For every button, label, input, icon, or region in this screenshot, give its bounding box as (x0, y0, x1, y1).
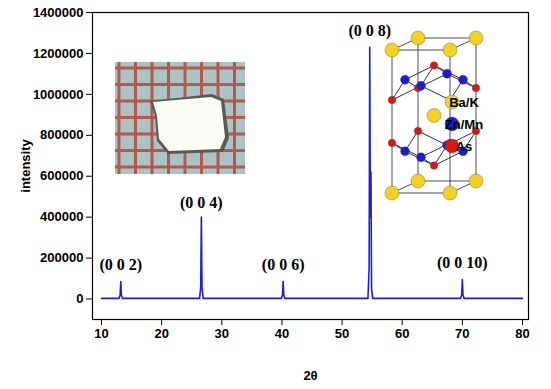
svg-text:60: 60 (395, 326, 409, 341)
svg-text:intensity: intensity (18, 139, 33, 193)
svg-text:(0 0 4): (0 0 4) (180, 194, 223, 212)
svg-text:400000: 400000 (40, 209, 83, 224)
svg-text:(0 0 2): (0 0 2) (99, 256, 142, 274)
svg-text:(0 0 10): (0 0 10) (437, 254, 488, 272)
svg-text:10: 10 (94, 326, 108, 341)
svg-text:200000: 200000 (40, 250, 83, 265)
svg-text:(0 0 8): (0 0 8) (348, 22, 391, 40)
svg-text:1400000: 1400000 (33, 5, 84, 20)
svg-text:800000: 800000 (40, 127, 83, 142)
svg-text:Ba/K: Ba/K (449, 95, 479, 110)
svg-text:1200000: 1200000 (33, 46, 84, 61)
svg-text:0: 0 (76, 291, 83, 306)
svg-text:20: 20 (154, 326, 168, 341)
svg-text:2θ: 2θ (303, 368, 317, 383)
svg-text:Zn/Mn: Zn/Mn (445, 117, 483, 132)
svg-text:As: As (456, 139, 473, 154)
svg-text:1000000: 1000000 (33, 87, 84, 102)
svg-text:40: 40 (275, 326, 289, 341)
svg-text:(0 0 6): (0 0 6) (262, 256, 305, 274)
svg-text:30: 30 (215, 326, 229, 341)
svg-text:80: 80 (515, 326, 529, 341)
svg-text:600000: 600000 (40, 168, 83, 183)
svg-text:50: 50 (335, 326, 349, 341)
svg-text:70: 70 (455, 326, 469, 341)
